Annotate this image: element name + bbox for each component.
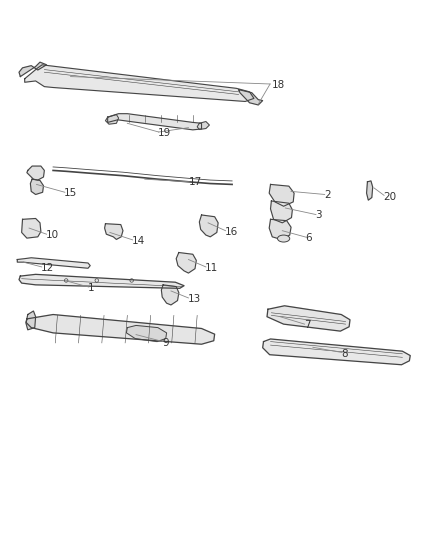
Polygon shape (25, 65, 254, 101)
Polygon shape (239, 90, 263, 105)
Polygon shape (106, 115, 119, 124)
Text: 13: 13 (187, 294, 201, 304)
Text: 18: 18 (272, 80, 285, 90)
Polygon shape (269, 184, 294, 206)
Text: 14: 14 (132, 236, 145, 246)
Text: 16: 16 (225, 227, 238, 237)
Polygon shape (269, 220, 291, 239)
Polygon shape (19, 274, 184, 288)
Text: 1: 1 (88, 283, 95, 293)
Polygon shape (176, 253, 196, 273)
Polygon shape (27, 166, 44, 180)
Ellipse shape (278, 235, 290, 242)
Polygon shape (105, 224, 123, 239)
Polygon shape (263, 339, 410, 365)
Text: 11: 11 (205, 263, 218, 273)
Polygon shape (199, 215, 218, 237)
Text: 2: 2 (324, 190, 330, 200)
Text: 10: 10 (46, 230, 59, 240)
Polygon shape (197, 122, 209, 130)
Polygon shape (127, 326, 166, 342)
Text: 3: 3 (315, 211, 321, 221)
Polygon shape (26, 311, 35, 330)
Polygon shape (367, 181, 373, 200)
Text: 12: 12 (41, 263, 54, 273)
Polygon shape (161, 285, 179, 305)
Polygon shape (19, 62, 46, 77)
Text: 6: 6 (305, 233, 312, 243)
Text: 7: 7 (304, 320, 311, 330)
Text: 19: 19 (158, 128, 171, 139)
Text: 9: 9 (162, 338, 169, 348)
Polygon shape (271, 201, 292, 223)
Polygon shape (108, 114, 201, 130)
Text: 20: 20 (384, 192, 397, 201)
Polygon shape (267, 306, 350, 331)
Polygon shape (21, 219, 41, 238)
Polygon shape (17, 258, 90, 268)
Text: 8: 8 (341, 349, 348, 359)
Text: 15: 15 (64, 188, 77, 198)
Polygon shape (26, 314, 215, 344)
Polygon shape (30, 179, 43, 195)
Text: 17: 17 (188, 177, 201, 187)
